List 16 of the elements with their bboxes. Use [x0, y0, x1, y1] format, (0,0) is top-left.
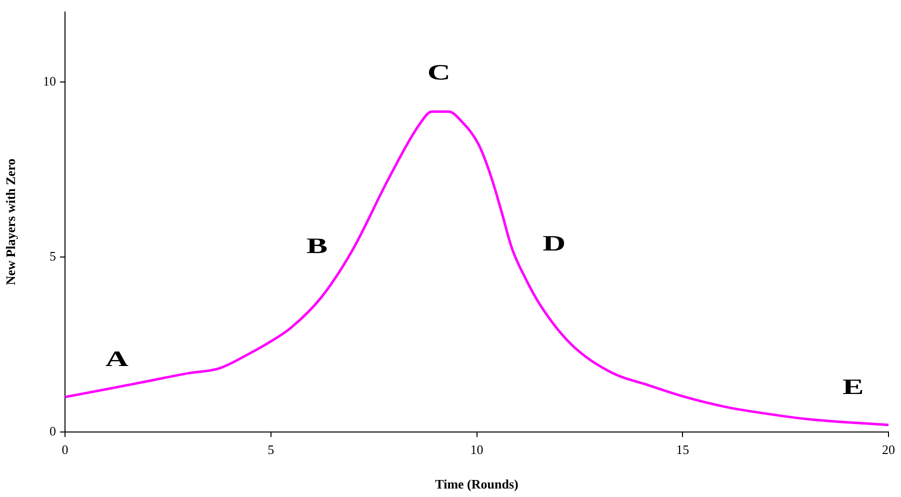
x-axis-title: Time (Rounds)	[435, 476, 518, 492]
y-axis-title: New Players with Zero	[3, 158, 18, 286]
annotation: E	[842, 374, 864, 399]
y-tick-label: 0	[50, 423, 56, 438]
y-tick-label: 5	[50, 248, 56, 264]
x-tick-label: 15	[676, 442, 690, 458]
x-tick-label: 20	[882, 442, 895, 458]
line-series	[65, 110, 888, 426]
y-tick-label: 10	[43, 73, 56, 88]
x-tick-label: 5	[268, 442, 274, 458]
x-tick-label: 0	[62, 442, 68, 458]
x-tick-label: 10	[470, 442, 484, 458]
annotation: C	[427, 60, 450, 84]
annotation: D	[542, 231, 566, 256]
annotation: A	[105, 346, 129, 371]
annotation: B	[306, 234, 328, 258]
